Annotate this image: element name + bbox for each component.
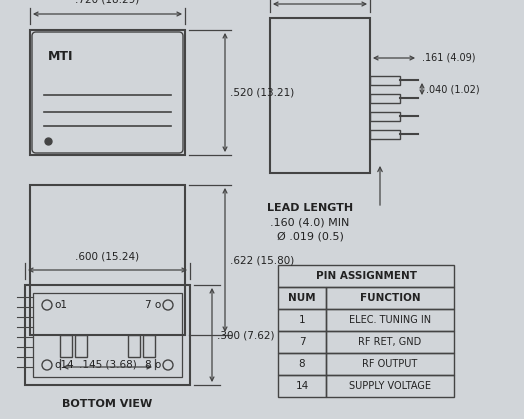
Text: NUM: NUM: [288, 293, 316, 303]
Bar: [33, 293, 182, 377]
Text: 8: 8: [299, 359, 305, 369]
Bar: [326, 309, 454, 331]
Bar: [278, 331, 326, 353]
Bar: [278, 287, 326, 309]
Bar: [326, 353, 454, 375]
Text: .161 (4.09): .161 (4.09): [422, 53, 475, 63]
Bar: [278, 353, 326, 375]
Text: MTI: MTI: [48, 50, 73, 63]
Text: .600 (15.24): .600 (15.24): [75, 251, 139, 261]
Bar: [278, 265, 454, 287]
Bar: [370, 76, 400, 85]
Text: Ø .019 (0.5): Ø .019 (0.5): [277, 231, 343, 241]
Text: 8 o: 8 o: [145, 360, 161, 370]
Text: SUPPLY VOLTAGE: SUPPLY VOLTAGE: [349, 381, 431, 391]
Text: 14: 14: [296, 381, 309, 391]
Bar: [326, 375, 454, 397]
Text: RF RET, GND: RF RET, GND: [358, 337, 422, 347]
Text: .145 (3.68): .145 (3.68): [79, 359, 136, 369]
Text: 7: 7: [299, 337, 305, 347]
Text: FUNCTION: FUNCTION: [359, 293, 420, 303]
Text: .300 (7.62): .300 (7.62): [217, 330, 275, 340]
Text: .720 (18.29): .720 (18.29): [75, 0, 139, 5]
Bar: [143, 335, 155, 357]
Bar: [278, 309, 326, 331]
Bar: [278, 375, 326, 397]
Bar: [270, 18, 370, 173]
Text: LEAD LENGTH: LEAD LENGTH: [267, 203, 353, 213]
Text: .160 (4.0) MIN: .160 (4.0) MIN: [270, 217, 350, 227]
Bar: [326, 287, 454, 309]
Bar: [128, 335, 140, 357]
Bar: [25, 285, 190, 385]
Text: o1: o1: [54, 300, 67, 310]
Bar: [326, 331, 454, 353]
Text: .040 (1.02): .040 (1.02): [426, 84, 479, 94]
Text: o14: o14: [54, 360, 74, 370]
Bar: [60, 335, 72, 357]
Text: BOTTOM VIEW: BOTTOM VIEW: [62, 399, 152, 409]
Text: .622 (15.80): .622 (15.80): [230, 255, 294, 265]
Text: 7 o: 7 o: [145, 300, 161, 310]
Bar: [75, 335, 87, 357]
Bar: [370, 112, 400, 121]
Bar: [370, 94, 400, 103]
Text: PIN ASSIGNMENT: PIN ASSIGNMENT: [315, 271, 417, 281]
Bar: [30, 30, 185, 155]
Bar: [30, 185, 185, 335]
Text: .520 (13.21): .520 (13.21): [230, 88, 294, 98]
Text: 1: 1: [299, 315, 305, 325]
Bar: [370, 130, 400, 139]
Text: ELEC. TUNING IN: ELEC. TUNING IN: [349, 315, 431, 325]
Text: RF OUTPUT: RF OUTPUT: [363, 359, 418, 369]
